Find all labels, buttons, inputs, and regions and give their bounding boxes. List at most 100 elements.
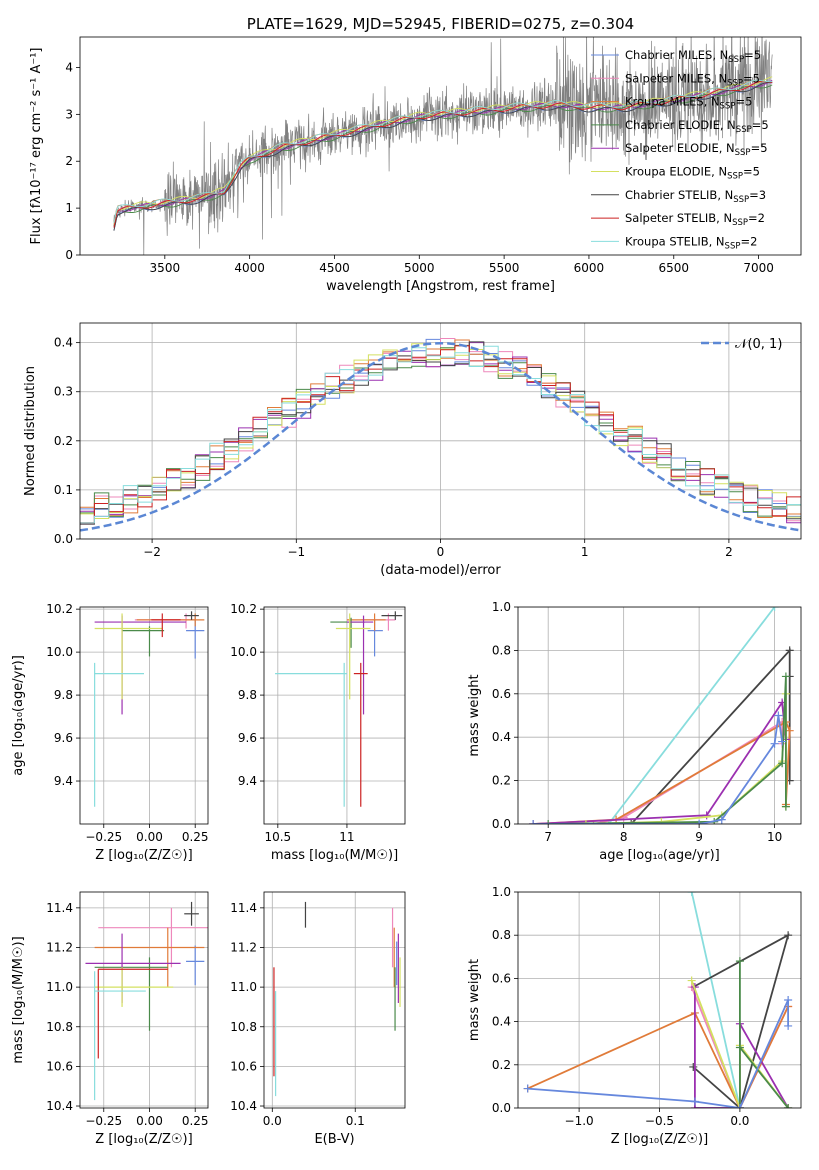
data-point-1 <box>186 945 205 986</box>
y-tick-label: 0.4 <box>54 336 73 350</box>
y-tick-label: 11.4 <box>46 901 73 915</box>
series-marker <box>690 1097 699 1106</box>
plot-area <box>518 607 801 824</box>
y-axis-label: Flux [fλ10⁻¹⁷ erg cm⁻² s⁻¹ A⁻¹] <box>29 48 44 245</box>
y-tick-label: 9.8 <box>54 688 73 702</box>
legend-entry: Chabrier STELIB, NSSP=3 <box>625 188 766 205</box>
y-tick-label: 9.6 <box>238 731 257 745</box>
data-point-7 <box>184 611 199 620</box>
axes-frame <box>263 606 406 825</box>
y-tick-label: 10.4 <box>46 1099 73 1113</box>
axes-frame <box>263 891 406 1109</box>
axes-frame <box>79 36 802 256</box>
data-point-9 <box>94 662 144 807</box>
data-point-7 <box>381 611 403 620</box>
data-point-6 <box>94 613 163 700</box>
series-line-8 <box>533 715 783 824</box>
y-tick-label: 10.6 <box>46 1059 73 1073</box>
spectrum-data <box>113 37 773 255</box>
series-marker <box>778 737 787 746</box>
x-tick-label: 0.1 <box>346 1114 365 1128</box>
plot-area <box>518 892 801 1108</box>
series-marker <box>529 820 538 824</box>
y-tick-label: 0.8 <box>492 643 511 657</box>
panel-6: −0.25 0.00 0.25 10.4 10.6 10.8 11.0 11.2 11.4 Z [… <box>11 891 209 1147</box>
x-tick-label: 10 <box>767 830 782 844</box>
data-point-8 <box>151 613 181 638</box>
legend-entry: Kroupa MILES, NSSP=5 <box>625 95 752 112</box>
plot-area <box>80 892 208 1108</box>
x-tick-label: 7 <box>544 830 552 844</box>
series-marker <box>784 1104 793 1108</box>
x-tick-label: 0.00 <box>136 830 163 844</box>
series-marker <box>770 739 779 748</box>
series-marker <box>717 815 726 824</box>
series-line-7 <box>739 961 789 1108</box>
x-axis-label: wavelength [Angstrom, rest frame] <box>326 279 555 294</box>
x-tick-label: 0.25 <box>182 1114 209 1128</box>
x-tick-label: 8 <box>620 830 628 844</box>
y-tick-label: 1.0 <box>492 885 511 899</box>
x-tick-label: 6500 <box>658 261 689 275</box>
x-tick-label: −1 <box>287 545 305 559</box>
series-line-5 <box>533 699 787 824</box>
y-tick-label: 11.0 <box>46 980 73 994</box>
series-marker <box>774 711 783 720</box>
series-marker <box>735 1043 744 1052</box>
data-point-5 <box>346 615 374 715</box>
plot-area <box>264 607 405 824</box>
plot-area <box>264 892 405 1108</box>
x-axis-label: Z [log₁₀(Z/Z☉)] <box>95 848 192 863</box>
series-marker <box>581 820 590 824</box>
y-axis-label: mass weight <box>467 959 482 1041</box>
x-axis-label: Z [log₁₀(Z/Z☉)] <box>95 1132 192 1147</box>
y-tick-label: 0.1 <box>54 483 73 497</box>
x-tick-label: 11 <box>339 830 354 844</box>
y-tick-label: 0.8 <box>492 928 511 942</box>
data-point-9 <box>275 662 347 807</box>
x-tick-label: 5000 <box>404 261 435 275</box>
legend-entry: Salpeter ELODIE, NSSP=5 <box>625 141 768 158</box>
histogram-7 <box>80 341 801 525</box>
y-axis-label: mass weight <box>467 674 482 756</box>
panel-5: 7 8 9 10 0.0 0.2 0.4 0.6 0.8 1.0 age [log₁₀(age/yr… <box>467 600 802 863</box>
y-tick-label: 10.6 <box>230 1059 257 1073</box>
y-tick-label: 10.2 <box>46 602 73 616</box>
model-line-6 <box>113 76 773 225</box>
legend-entry: Salpeter MILES, NSSP=5 <box>625 71 760 88</box>
y-tick-label: 0.0 <box>54 532 73 546</box>
y-tick-label: 0.2 <box>492 1058 511 1072</box>
series-line-5 <box>694 987 789 1108</box>
y-tick-label: 9.4 <box>54 774 73 788</box>
x-tick-label: −0.25 <box>85 830 122 844</box>
x-tick-label: 2 <box>725 545 733 559</box>
x-axis-label: age [log₁₀(age/yr)] <box>599 848 720 863</box>
y-tick-label: 11.0 <box>230 980 257 994</box>
y-tick-label: 0.6 <box>492 971 511 985</box>
y-tick-label: 10.8 <box>46 1020 73 1034</box>
panel-2: −2 −1 0 1 2 0.0 0.1 0.2 0.3 0.4 (data-model)/error… <box>23 322 802 578</box>
x-tick-label: 0 <box>437 545 445 559</box>
series-marker <box>544 820 553 824</box>
y-tick-label: 0.2 <box>492 774 511 788</box>
panel-4: 10.5 11 9.4 9.6 9.8 10.0 10.2 mass [log₁₀(M/M☉)… <box>230 602 406 863</box>
x-tick-label: −0.5 <box>645 1114 674 1128</box>
y-tick-label: 0.3 <box>54 385 73 399</box>
model-line-5 <box>113 79 773 225</box>
series-marker <box>687 976 696 985</box>
y-axis-label: Normed distribution <box>23 366 38 496</box>
y-tick-label: 0.0 <box>492 1101 511 1115</box>
x-tick-label: 0.00 <box>136 1114 163 1128</box>
series-line-8 <box>527 999 789 1108</box>
y-tick-label: 4 <box>65 60 73 74</box>
y-tick-label: 9.8 <box>238 688 257 702</box>
panel-1: 3500 4000 4500 5000 5500 6000 6500 7000 0 1 2 3 4 wav… <box>29 15 802 294</box>
y-tick-label: 0.6 <box>492 687 511 701</box>
series-line-1 <box>607 607 776 824</box>
series-marker <box>735 957 744 966</box>
y-tick-label: 0.4 <box>492 1015 511 1029</box>
y-axis-label: age [log₁₀(age/yr)] <box>11 655 26 776</box>
y-tick-label: 10.0 <box>46 645 73 659</box>
y-tick-label: 1 <box>65 201 73 215</box>
